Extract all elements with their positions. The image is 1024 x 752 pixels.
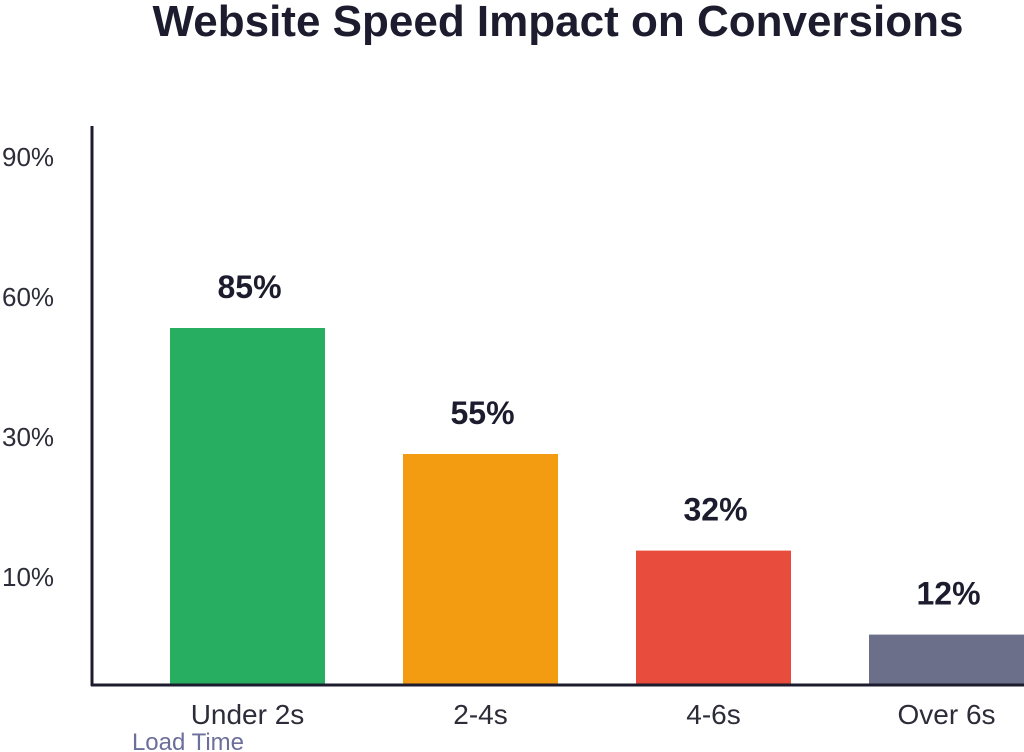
bar-over-6s xyxy=(869,634,1024,685)
y-tick-label: 90% xyxy=(2,142,54,172)
value-label: 85% xyxy=(217,269,281,305)
value-labels: 85% 55% 32% 12% xyxy=(217,269,980,612)
chart-title: Website Speed Impact on Conversions xyxy=(153,0,964,46)
category-label: 2-4s xyxy=(453,699,507,730)
y-tick-label: 30% xyxy=(2,422,54,452)
value-label: 55% xyxy=(450,395,514,431)
value-label: 32% xyxy=(683,492,747,528)
y-tick-label: 60% xyxy=(2,282,54,312)
bar-4-6s xyxy=(636,550,791,685)
value-label: 12% xyxy=(916,576,980,612)
x-axis-title: Load Time xyxy=(132,729,244,752)
category-label: Under 2s xyxy=(191,699,305,730)
category-label: Over 6s xyxy=(897,699,995,730)
y-tick-label: 10% xyxy=(2,562,54,592)
category-label: 4-6s xyxy=(686,699,740,730)
y-axis-ticks: 90% 60% 30% 10% xyxy=(2,142,54,592)
bar-under-2s xyxy=(170,328,325,685)
bars xyxy=(170,328,1024,685)
bar-2-4s xyxy=(403,454,558,685)
category-labels: Under 2s 2-4s 4-6s Over 6s xyxy=(191,699,996,730)
